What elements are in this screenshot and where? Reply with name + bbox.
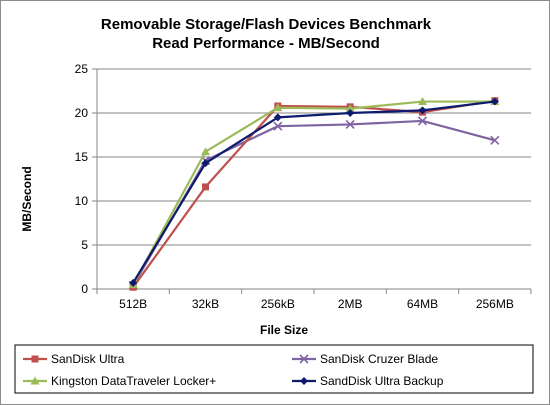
x-tick-label: 256MB: [476, 297, 514, 311]
legend-label: Kingston DataTraveler Locker+: [51, 374, 216, 388]
data-point: [418, 97, 427, 106]
legend-marker: [31, 355, 39, 363]
y-tick-label: 10: [75, 194, 89, 208]
x-axis-title: File Size: [260, 323, 308, 337]
data-point: [273, 121, 283, 131]
y-tick-label: 20: [75, 106, 89, 120]
gridlines: [97, 68, 531, 246]
x-tick-label: 32kB: [192, 297, 219, 311]
legend-item: SanDisk Cruzer Blade: [292, 352, 438, 366]
data-point: [201, 159, 210, 168]
legend: SanDisk Ultra SanDisk Cruzer Blade Kingsto…: [23, 352, 444, 388]
legend-label: SanDisk Ultra: [51, 352, 125, 366]
data-point: [273, 103, 283, 112]
data-point: [202, 183, 209, 191]
legend-marker: [300, 377, 308, 385]
y-tick-label: 5: [81, 238, 88, 252]
data-point: [273, 113, 282, 122]
y-axis-ticks: 0 5 10 15 20 25: [75, 62, 97, 296]
data-point: [345, 119, 355, 130]
x-tick-label: 2MB: [338, 297, 363, 311]
chart-subtitle: Read Performance - MB/Second: [152, 35, 380, 52]
legend-box: [14, 344, 534, 394]
series-line: [132, 100, 495, 286]
y-tick-label: 0: [81, 282, 88, 296]
legend-marker: [30, 376, 40, 385]
x-tick-label: 256kB: [261, 297, 295, 311]
data-point: [490, 97, 499, 106]
data-point: [345, 104, 355, 113]
data-point: [201, 147, 210, 156]
y-axis-title: MB/Second: [20, 166, 34, 231]
legend-marker: [299, 354, 309, 364]
series-group: [129, 97, 499, 287]
legend-label: SandDisk Ultra Backup: [320, 374, 444, 388]
x-tick-label: 512B: [119, 297, 147, 311]
series-line: [132, 100, 495, 284]
data-point: [129, 278, 138, 287]
legend-item: SanDisk Ultra: [23, 352, 125, 366]
legend-item: SandDisk Ultra Backup: [292, 374, 444, 388]
series-line: [132, 99, 496, 288]
chart-title: Removable Storage/Flash Devices Benchmar…: [101, 16, 432, 33]
y-tick-label: 25: [75, 62, 89, 76]
x-tick-label: 64MB: [407, 297, 438, 311]
y-tick-label: 15: [75, 150, 89, 164]
legend-item: Kingston DataTraveler Locker+: [23, 374, 216, 388]
data-series: [128, 97, 500, 291]
data-point: [417, 116, 428, 126]
data-point: [490, 135, 500, 145]
data-point: [346, 109, 355, 117]
legend-label: SanDisk Cruzer Blade: [320, 352, 438, 366]
x-axis-ticks: 512B 32kB 256kB 2MB 64MB 256MB: [96, 289, 532, 311]
data-point: [418, 106, 427, 115]
